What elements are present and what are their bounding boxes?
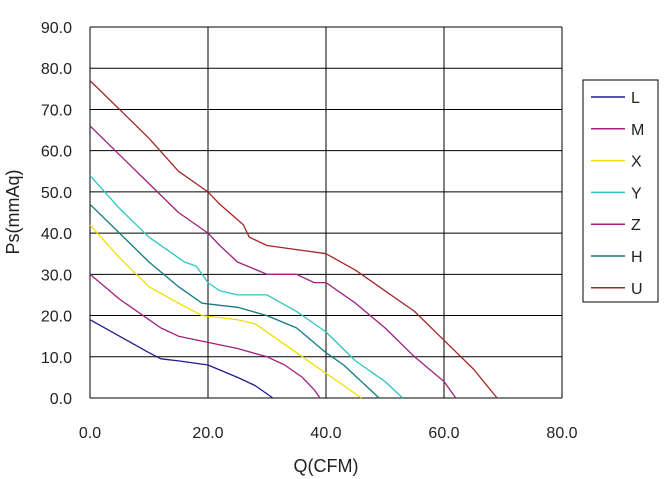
y-tick-label: 30.0 [41,267,72,284]
y-tick-label: 0.0 [50,391,72,408]
series-line-m [89,273,321,399]
legend-label-m: M [631,122,644,139]
y-axis-title: Ps(mmAq) [3,170,23,255]
y-tick-label: 50.0 [41,185,72,202]
legend-box [582,79,659,303]
x-tick-label: 80.0 [546,425,577,442]
x-tick-label: 20.0 [192,425,223,442]
y-tick-label: 60.0 [41,144,72,161]
series-line-u [89,80,498,399]
series-line-y [89,174,404,399]
y-tick-label: 20.0 [41,309,72,326]
series-lines [89,80,498,399]
x-tick-label: 60.0 [428,425,459,442]
series-line-x [89,224,362,399]
grid [89,26,563,399]
legend-label-h: H [631,249,643,266]
y-tick-label: 90.0 [41,20,72,37]
x-axis-title: Q(CFM) [294,456,359,476]
series-line-l [89,319,274,399]
tick-labels: 0.0 10.0 20.0 30.0 40.0 50.0 60.0 70.0 80.0 90.0 0… [41,20,578,442]
y-tick-label: 70.0 [41,102,72,119]
x-tick-label: 0.0 [79,425,101,442]
y-tick-label: 80.0 [41,61,72,78]
x-tick-label: 40.0 [310,425,341,442]
y-tick-label: 40.0 [41,226,72,243]
legend-label-u: U [631,281,643,298]
series-line-h [89,203,380,399]
legend-label-y: Y [631,185,642,202]
y-tick-label: 10.0 [41,350,72,367]
legend-label-l: L [631,90,640,107]
series-line-z [89,125,457,399]
legend-label-x: X [631,154,642,171]
legend-label-z: Z [631,217,641,234]
